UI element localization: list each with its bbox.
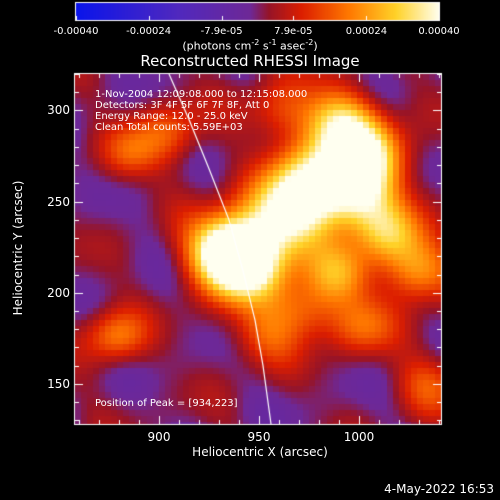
colorbar-tick-label: 0.00024 [345, 26, 388, 37]
y-tick-label: 300 [47, 103, 70, 118]
annotation-detectors: Detectors: 3F 4F 5F 6F 7F 8F, Att 0 [95, 100, 270, 111]
y-tick-label: 150 [47, 376, 70, 391]
peak-position-label: Position of Peak = [934,223] [95, 398, 238, 409]
x-tick-label: 1000 [343, 430, 375, 444]
annotation-time-range: 1-Nov-2004 12:09:08.000 to 12:15:08.000 [95, 89, 308, 100]
colorbar-tick-label: 0.00040 [418, 26, 460, 37]
chart-title: Reconstructed RHESSI Image [140, 52, 360, 70]
y-tick-label: 250 [47, 194, 70, 209]
annotation-total-counts: Clean Total counts: 5.59E+03 [95, 122, 243, 133]
colorbar-tick-label: -0.00040 [53, 26, 99, 37]
colorbar-tick-label: -0.00024 [126, 26, 172, 37]
x-tick-label: 950 [247, 430, 271, 444]
footer-date: 4-May-2022 16:53 [384, 482, 494, 496]
x-axis-label: Heliocentric X (arcsec) [192, 445, 328, 459]
y-axis-label: Heliocentric Y (arcsec) [11, 180, 25, 316]
y-tick-label: 200 [47, 285, 70, 300]
annotation-energy-range: Energy Range: 12.0 - 25.0 keV [95, 111, 248, 122]
colorbar-tick-label: -7.9e-05 [200, 26, 243, 37]
colorbar-tick-label: 7.9e-05 [274, 26, 313, 37]
x-tick-label: 900 [147, 430, 171, 444]
colorbar-units: (photons cm-2 s-1 asec-2) [182, 38, 318, 53]
